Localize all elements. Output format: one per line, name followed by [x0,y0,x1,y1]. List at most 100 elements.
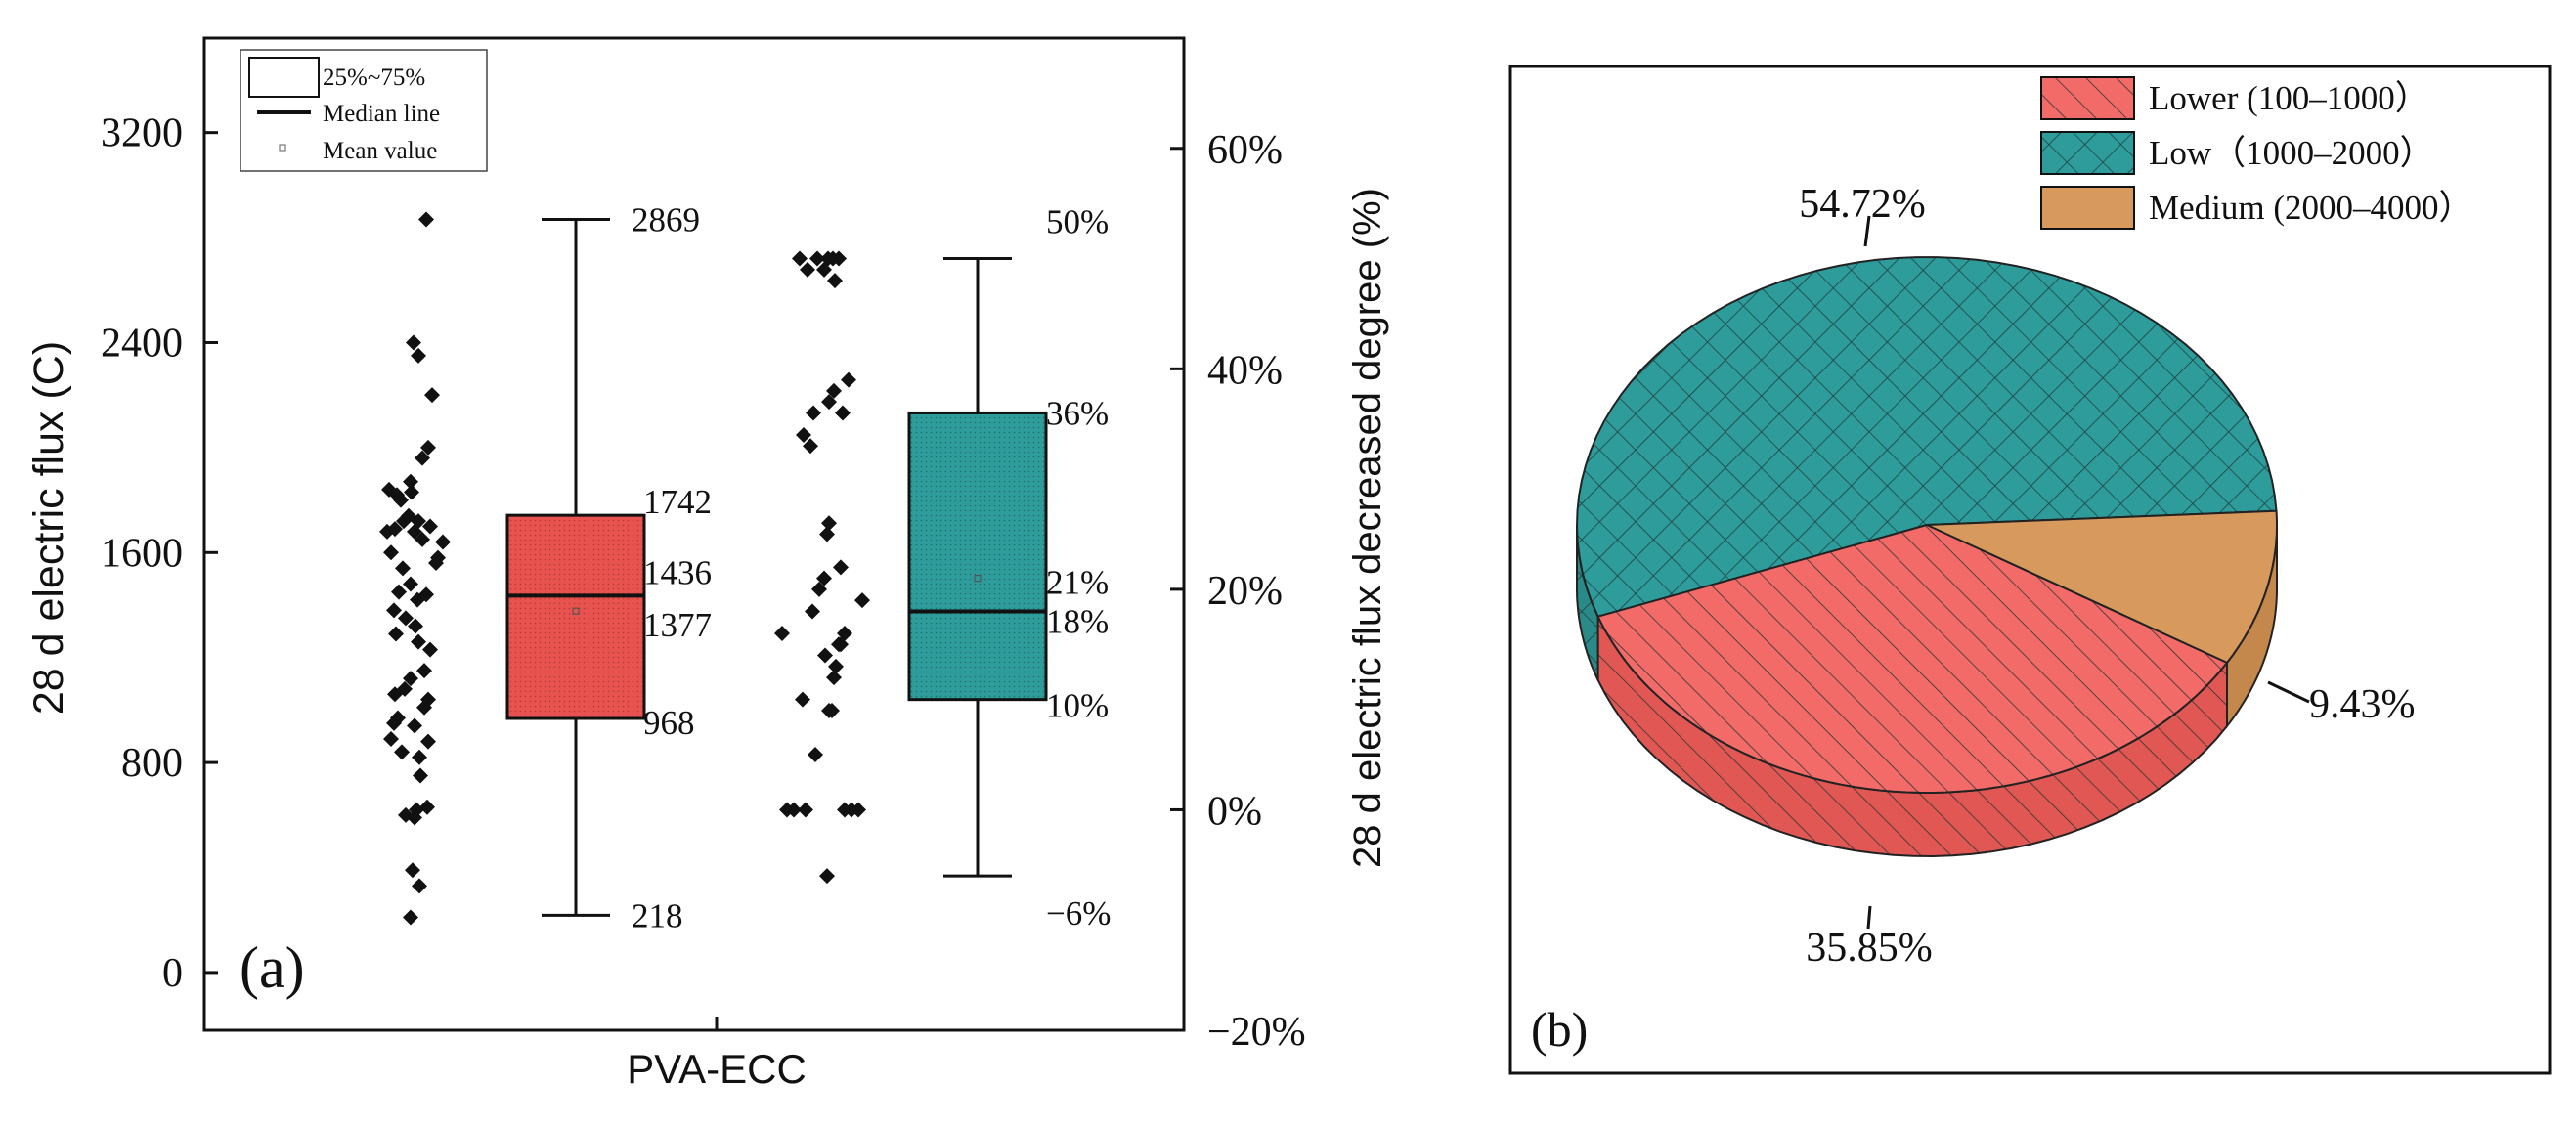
legend-item-mean: Mean value [323,138,437,164]
data-point-flux [422,518,438,535]
y2-tick-label: 40% [1207,348,1283,393]
slice-lower [1596,523,2229,795]
y2-tick-label: −20% [1207,1010,1306,1055]
data-point-flux [415,531,430,547]
mean-marker [974,575,982,583]
left-y-axis: 0 800 1600 2400 3200 [101,111,218,996]
data-point-flux [394,744,410,760]
data-point-flux [404,484,419,500]
data-point-flux [416,663,432,679]
data-point-flux [379,523,395,540]
data-point-flux [422,641,438,658]
label-min: −6% [1046,894,1111,933]
data-point-flux [435,534,451,550]
data-point-decrease [816,570,832,586]
data-point-flux [412,749,427,765]
y2-tick-label: 60% [1207,128,1283,173]
legend-swatch-lower [2040,76,2135,120]
iqr-box [907,411,1048,702]
data-point-decrease [798,802,813,818]
data-point-flux [403,473,418,490]
callout-line [2267,680,2310,704]
data-point-decrease [774,626,790,641]
data-point-decrease [827,273,843,289]
data-point-decrease [831,250,847,267]
data-point-decrease [821,702,837,718]
data-point-flux [396,513,412,530]
legend-mean-swatch [279,144,286,152]
label-q3: 36% [1046,394,1109,432]
y-tick-label: 2400 [101,321,183,366]
scatter-points [379,211,870,926]
iqr-box [505,513,646,720]
right-y-axis-title: 28 d electric flux decreased degree (%) [1346,188,1389,868]
legend-swatch-medium [2040,186,2135,230]
pie-labels: 54.72% 9.43% 35.85% [1799,182,2415,971]
y-axis-title: 28 d electric flux (C) [25,341,72,715]
data-point-flux [386,715,402,731]
data-point-decrease [826,382,842,399]
y-tick-label: 0 [162,951,183,996]
data-point-flux [415,450,430,466]
callout-line [1863,215,1871,247]
data-point-flux [410,591,425,608]
data-point-decrease [800,261,815,278]
data-point-flux [424,387,440,404]
data-point-flux [403,671,418,687]
box-decrease: 50% 36% 21%18% 10% −6% [907,203,1111,933]
legend-item-iqr: 25%~75% [323,65,425,91]
y2-tick-label: 0% [1207,789,1262,834]
pie [1575,256,2278,858]
data-point-decrease [795,691,810,708]
slice-medium [1926,509,2278,665]
data-point-flux [418,211,434,228]
data-point-flux [393,492,409,508]
data-point-flux [387,686,403,703]
data-point-decrease [841,371,856,388]
data-point-decrease [803,438,818,455]
data-point-flux [403,576,418,592]
x-axis-label: PVA-ECC [627,1046,807,1092]
data-point-decrease [817,647,833,664]
data-point-flux [407,717,422,734]
data-point-decrease [805,603,820,620]
legend-box-swatch [248,57,320,98]
data-point-flux [407,809,422,826]
label-min: 218 [632,896,683,934]
right-y-axis: −20% 0% 20% 40% 60% [1170,128,1306,1055]
y2-tick-label: 20% [1207,569,1283,614]
pie-frame [1508,65,2552,1075]
data-point-decrease [792,250,808,267]
y-tick-label: 3200 [101,111,183,156]
data-point-decrease [819,868,835,885]
box-plot-panel: 0 800 1600 2400 3200 −20% 0% 20% 40% 60% 2869 174… [25,36,1389,1092]
data-point-flux [398,610,414,627]
data-point-decrease [854,592,870,609]
legend-item-lower: Lower (100–1000） [2149,79,2429,117]
data-point-decrease [851,802,866,818]
data-point-flux [408,618,423,634]
mean-marker [572,607,580,615]
pie-legend: Lower (100–1000） Low（1000–2000） Medium (… [2040,76,2473,230]
label-q3: 1742 [643,483,712,521]
data-point-decrease [796,427,811,443]
legend-item-medium: Medium (2000–4000） [2149,189,2473,227]
data-point-flux [388,626,404,642]
plot-frame [202,36,1186,1032]
data-point-flux [395,560,411,577]
data-point-decrease [786,802,802,818]
callout-line [1866,905,1872,930]
slice-low [1575,256,2278,618]
data-point-decrease [809,250,825,267]
data-point-flux [412,878,427,894]
data-point-decrease [808,747,823,763]
y-tick-label: 1600 [101,531,183,576]
data-point-flux [386,602,402,619]
slice-label-lower: 35.85% [1806,926,1933,971]
slice-label-low: 54.72% [1799,182,1926,227]
label-max: 2869 [632,201,700,239]
pie-chart-panel: 54.72% 9.43% 35.85% (b) Lower (100–1000）… [1508,65,2552,1075]
legend-item-low: Low（1000–2000） [2149,134,2434,172]
data-point-flux [411,347,426,364]
panel-label-a: (a) [240,935,305,1000]
